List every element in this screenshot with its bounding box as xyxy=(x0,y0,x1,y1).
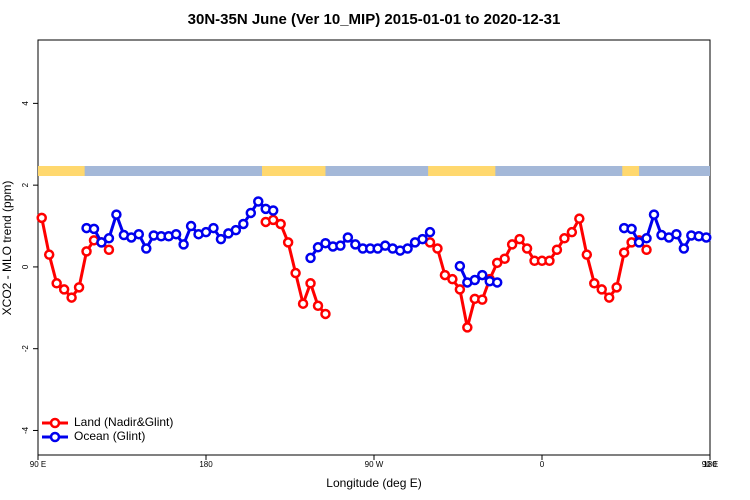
x-tick-label: 90 E xyxy=(30,460,46,469)
series-point xyxy=(551,244,563,255)
y-tick-label: -4 xyxy=(21,426,30,434)
series-point xyxy=(350,239,361,250)
series-point xyxy=(200,226,212,238)
series-point xyxy=(88,223,100,235)
series-point xyxy=(491,277,503,288)
series-point xyxy=(253,196,264,207)
y-tick-label: 4 xyxy=(21,101,30,106)
series-point xyxy=(245,207,257,219)
series-point xyxy=(544,255,555,267)
series-point xyxy=(678,243,690,254)
series-point xyxy=(491,257,503,269)
land-band xyxy=(622,166,640,176)
series-point xyxy=(335,240,346,251)
series-point xyxy=(402,243,413,254)
series-point xyxy=(454,284,466,295)
series-point xyxy=(73,282,85,293)
series-point xyxy=(603,292,615,303)
series-point xyxy=(103,244,115,255)
series-point xyxy=(58,284,70,295)
series-point xyxy=(282,237,294,248)
series-point xyxy=(641,233,652,244)
land-band xyxy=(262,166,326,176)
series-point xyxy=(701,232,712,243)
x-tick-label: 180 xyxy=(703,460,717,469)
series-point xyxy=(312,300,324,312)
series-point xyxy=(342,232,354,243)
x-tick-label: 180 xyxy=(199,460,213,469)
y-tick-label: 2 xyxy=(21,182,30,187)
x-tick-label: 90 E xyxy=(702,460,718,469)
legend-label: Land (Nadir&Glint) xyxy=(74,415,173,429)
y-tick-label: 0 xyxy=(21,264,30,269)
series-point xyxy=(312,242,324,253)
series-point xyxy=(178,239,189,250)
series-point xyxy=(439,269,451,281)
series-point xyxy=(469,274,481,286)
series-point xyxy=(297,298,309,309)
series-point xyxy=(36,212,47,224)
series-point xyxy=(417,233,428,245)
series-point xyxy=(521,243,533,254)
series-point xyxy=(447,273,458,285)
series-point xyxy=(103,233,115,244)
series-point xyxy=(506,239,518,250)
series-point xyxy=(648,209,660,220)
series-point xyxy=(305,278,316,289)
series-point xyxy=(141,243,152,254)
land-band xyxy=(428,166,496,176)
series-point xyxy=(43,249,55,260)
chart-title: 30N-35N June (Ver 10_MIP) 2015-01-01 to … xyxy=(188,11,561,28)
legend-label: Ocean (Glint) xyxy=(74,429,145,443)
series-point xyxy=(626,223,637,235)
ocean-band xyxy=(38,166,710,176)
series-point xyxy=(596,284,607,295)
series-point xyxy=(238,218,249,230)
series-point xyxy=(581,249,593,260)
series-point xyxy=(574,213,585,224)
series-point xyxy=(641,244,652,255)
series-point xyxy=(81,246,92,257)
y-axis-label: XCO2 - MLO trend (ppm) xyxy=(0,181,14,316)
series-point xyxy=(66,292,77,303)
series-point xyxy=(559,233,570,244)
y-tick-label: -2 xyxy=(21,345,30,353)
series-point xyxy=(477,294,488,305)
series-point xyxy=(267,205,279,216)
series-point xyxy=(462,322,473,333)
series-point xyxy=(230,224,242,236)
series-point xyxy=(499,253,510,264)
legend-marker xyxy=(49,417,61,429)
series-point xyxy=(267,214,279,226)
series-point xyxy=(320,308,331,320)
series-point xyxy=(566,226,578,238)
series-point xyxy=(133,228,145,240)
series-point xyxy=(671,228,682,240)
land-band xyxy=(38,166,85,176)
series-point xyxy=(208,222,219,234)
series-point xyxy=(514,233,525,245)
series-point xyxy=(611,282,622,293)
series-point xyxy=(170,228,182,240)
series-point xyxy=(618,247,630,258)
series-point xyxy=(96,237,107,248)
series-point xyxy=(633,237,645,248)
series-point xyxy=(275,218,286,230)
x-tick-label: 0 xyxy=(540,460,545,469)
series-point xyxy=(305,252,316,264)
series-point xyxy=(589,278,600,289)
series-point xyxy=(454,260,466,272)
x-axis-label: Longitude (deg E) xyxy=(326,476,421,490)
series-point xyxy=(477,269,488,281)
series-point xyxy=(215,233,227,245)
series-point xyxy=(111,209,122,220)
legend-marker xyxy=(49,431,61,443)
series-point xyxy=(185,220,197,232)
series-point xyxy=(432,243,443,254)
series-point xyxy=(424,226,436,238)
series-point xyxy=(290,267,301,279)
x-tick-label: 90 W xyxy=(365,460,384,469)
series-point xyxy=(51,278,62,289)
